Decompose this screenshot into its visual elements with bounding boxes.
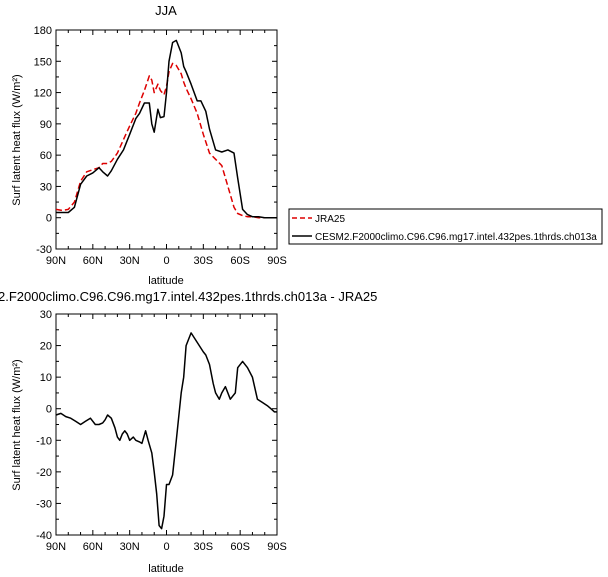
difference-line xyxy=(55,332,277,530)
series-line-jra25 xyxy=(55,62,277,219)
bottom-x-axis: 90N 60N 30N 0 30S 60S 90S xyxy=(46,314,287,553)
top-y-axis-label: Surf latent heat flux (W/m²) xyxy=(11,74,23,205)
y-tick-label: 10 xyxy=(40,372,52,384)
legend-entry-jra25: JRA25 xyxy=(315,214,345,225)
legend-entry-cesm2: CESM2.F2000climo.C96.C96.mg17.intel.432p… xyxy=(315,232,597,243)
y-tick-label: -30 xyxy=(36,498,52,510)
bottom-plot-frame xyxy=(55,313,278,536)
y-tick-label: 0 xyxy=(46,404,52,416)
x-tick-label: 90S xyxy=(267,255,287,267)
top-series-group xyxy=(55,39,277,219)
x-tick-label: 60N xyxy=(83,541,103,553)
x-tick-label: 0 xyxy=(163,255,169,267)
legend-box xyxy=(288,208,603,245)
bottom-chart-title: 2.F2000climo.C96.C96.mg17.intel.432pes.1… xyxy=(0,289,377,304)
x-tick-label: 30N xyxy=(120,541,140,553)
bottom-y-axis-label: Surf latent heat flux (W/m²) xyxy=(11,359,23,490)
y-tick-label: -30 xyxy=(36,244,52,256)
x-tick-label: 30N xyxy=(120,255,140,267)
y-tick-label: 30 xyxy=(40,181,52,193)
bottom-y-axis: -40 -30 -20 -10 0 10 20 30 xyxy=(36,309,277,542)
x-tick-label: 90N xyxy=(46,255,66,267)
bottom-panel: 2.F2000climo.C96.C96.mg17.intel.432pes.1… xyxy=(0,289,377,575)
top-x-axis: 90N 60N 30N 0 30S 60S 90S xyxy=(46,30,287,267)
x-tick-label: 30S xyxy=(194,255,214,267)
x-tick-label: 60S xyxy=(230,255,250,267)
bottom-series-group xyxy=(55,332,277,530)
y-tick-label: 150 xyxy=(34,56,52,68)
top-x-axis-label: latitude xyxy=(148,275,183,287)
y-tick-label: 20 xyxy=(40,341,52,353)
y-tick-label: 180 xyxy=(34,25,52,37)
y-tick-label: -40 xyxy=(36,530,52,542)
x-tick-label: 30S xyxy=(194,541,214,553)
y-tick-label: 0 xyxy=(46,213,52,225)
bottom-x-axis-label: latitude xyxy=(148,563,183,575)
x-tick-label: 0 xyxy=(163,541,169,553)
top-plot-frame xyxy=(55,29,278,250)
top-y-axis: -30 0 30 60 90 120 150 180 xyxy=(34,25,277,256)
y-tick-label: 120 xyxy=(34,88,52,100)
series-line-cesm2 xyxy=(56,39,277,219)
x-tick-label: 60N xyxy=(83,255,103,267)
legend: JRA25 CESM2.F2000climo.C96.C96.mg17.inte… xyxy=(288,208,603,245)
y-tick-label: -20 xyxy=(36,467,52,479)
x-tick-label: 60S xyxy=(230,541,250,553)
top-chart-title: JJA xyxy=(155,3,177,18)
x-tick-label: 90S xyxy=(267,541,287,553)
y-tick-label: 60 xyxy=(40,150,52,162)
top-panel: JJA -30 0 30 60 90 120 150 180 90N 60N 30N 0 30S 60S… xyxy=(11,3,287,287)
y-tick-label: -10 xyxy=(36,435,52,447)
x-tick-label: 90N xyxy=(46,541,66,553)
y-tick-label: 30 xyxy=(40,309,52,321)
y-tick-label: 90 xyxy=(40,119,52,131)
